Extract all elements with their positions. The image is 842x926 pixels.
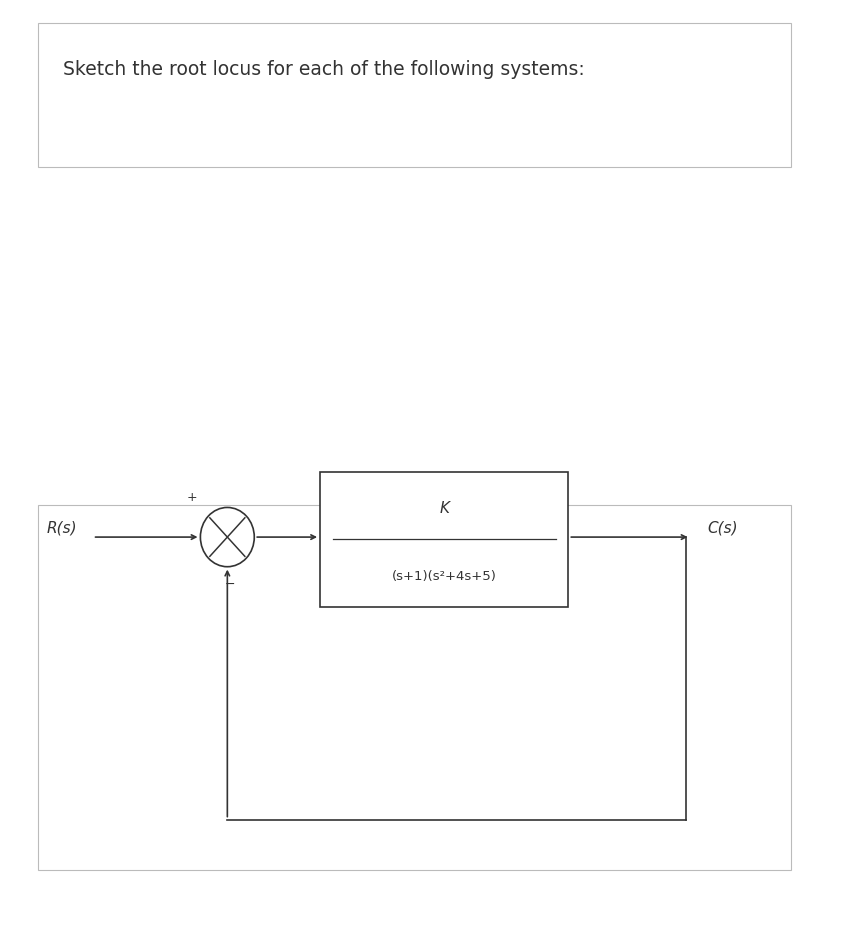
FancyBboxPatch shape <box>320 472 568 607</box>
Text: C(s): C(s) <box>707 520 738 535</box>
Text: +: + <box>187 492 198 505</box>
Text: Sketch the root locus for each of the following systems:: Sketch the root locus for each of the fo… <box>63 60 585 80</box>
Text: (s+1)(s²+4s+5): (s+1)(s²+4s+5) <box>392 570 497 583</box>
FancyBboxPatch shape <box>38 23 791 167</box>
Text: −: − <box>225 578 235 591</box>
FancyBboxPatch shape <box>38 505 791 870</box>
Text: K: K <box>440 501 449 516</box>
Text: R(s): R(s) <box>46 520 77 535</box>
